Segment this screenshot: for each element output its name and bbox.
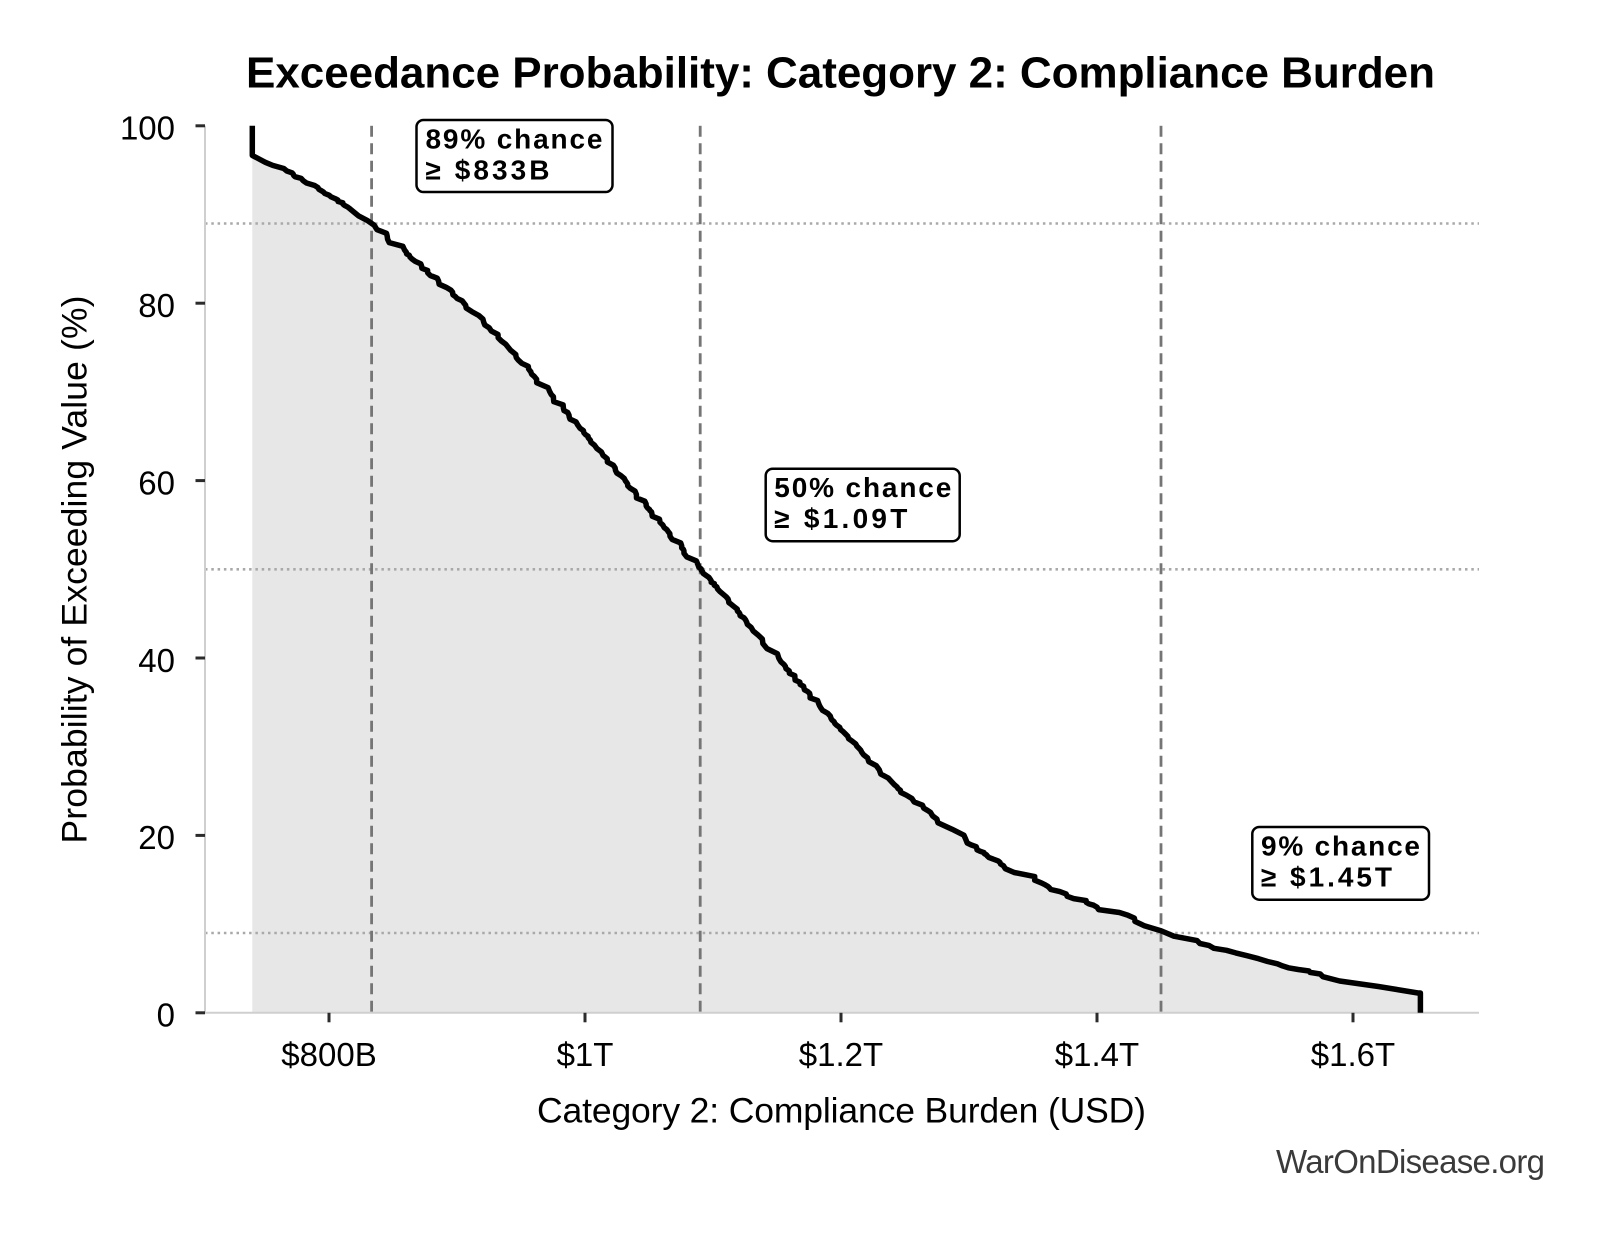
svg-text:$1.4T: $1.4T bbox=[1055, 1036, 1139, 1073]
svg-text:0: 0 bbox=[157, 997, 175, 1034]
svg-text:40: 40 bbox=[138, 642, 175, 679]
svg-text:≥ $833B: ≥ $833B bbox=[426, 154, 550, 185]
svg-text:WarOnDisease.org: WarOnDisease.org bbox=[1276, 1143, 1545, 1180]
svg-text:89% chance: 89% chance bbox=[426, 124, 603, 155]
svg-text:≥ $1.45T: ≥ $1.45T bbox=[1261, 861, 1392, 892]
svg-text:100: 100 bbox=[120, 110, 175, 147]
svg-text:80: 80 bbox=[138, 287, 175, 324]
svg-text:$800B: $800B bbox=[281, 1036, 376, 1073]
svg-text:60: 60 bbox=[138, 464, 175, 501]
svg-text:Category 2: Compliance Burden: Category 2: Compliance Burden (USD) bbox=[537, 1091, 1146, 1131]
svg-text:≥ $1.09T: ≥ $1.09T bbox=[774, 503, 907, 534]
svg-text:50% chance: 50% chance bbox=[774, 472, 951, 503]
svg-text:9% chance: 9% chance bbox=[1261, 831, 1420, 862]
svg-text:$1.2T: $1.2T bbox=[799, 1036, 883, 1073]
svg-text:Exceedance Probability: Catego: Exceedance Probability: Category 2: Comp… bbox=[246, 49, 1435, 98]
svg-text:$1.6T: $1.6T bbox=[1311, 1036, 1395, 1073]
svg-text:Probability of Exceeding Value: Probability of Exceeding Value (%) bbox=[55, 296, 95, 844]
svg-text:20: 20 bbox=[138, 819, 175, 856]
svg-text:$1T: $1T bbox=[557, 1036, 614, 1073]
